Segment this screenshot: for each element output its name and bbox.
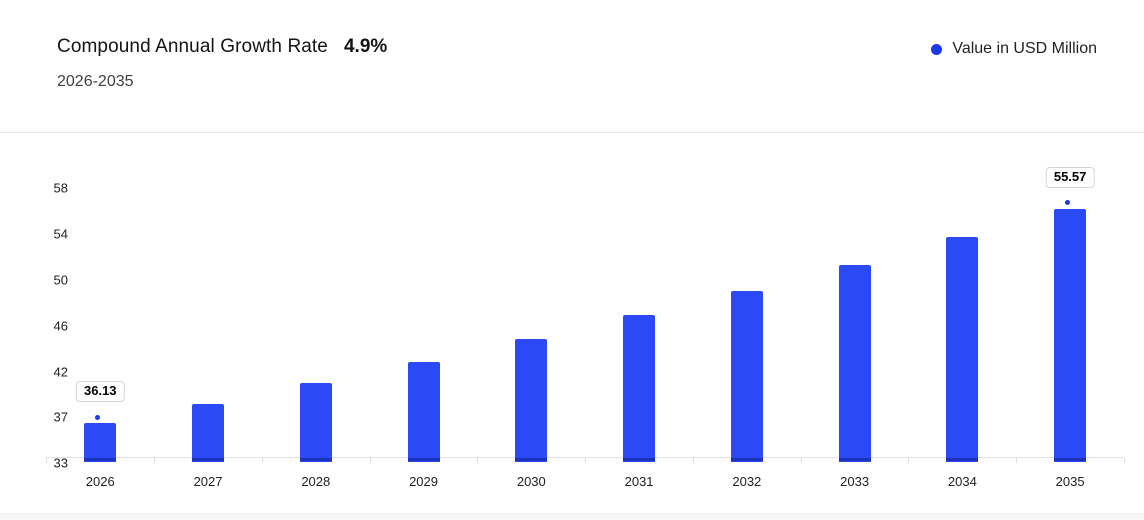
title-row: Compound Annual Growth Rate 4.9%	[57, 36, 1097, 58]
bar-2033[interactable]	[838, 264, 871, 462]
x-axis-label-2027: 2027	[193, 474, 223, 489]
point-marker-2035	[1061, 197, 1073, 209]
x-axis-tick	[1124, 457, 1125, 463]
x-axis-tick	[154, 457, 156, 463]
y-axis-tick-label: 50	[53, 272, 68, 288]
legend-dot-icon	[931, 43, 943, 55]
x-axis-tick	[1016, 457, 1018, 463]
x-axis-label-2029: 2029	[409, 474, 438, 489]
x-axis-label-2035: 2035	[1055, 474, 1085, 489]
y-axis-tick-label: 58	[53, 180, 68, 196]
bar-2031[interactable]	[623, 315, 656, 462]
chart-period: 2026-2035	[57, 73, 134, 90]
y-axis-tick-label: 37	[53, 409, 68, 425]
x-axis-tick	[585, 457, 587, 463]
x-axis-label-2026: 2026	[85, 474, 115, 489]
x-axis-tick	[477, 457, 479, 463]
chart-header: Compound Annual Growth Rate 4.9% 2026-20…	[0, 0, 1144, 133]
x-axis-line	[46, 456, 1125, 458]
y-axis-tick-label: 46	[53, 318, 68, 334]
x-axis-label-2030: 2030	[516, 474, 546, 489]
bar-2032[interactable]	[730, 290, 763, 462]
y-axis-tick-label: 54	[53, 226, 68, 242]
x-axis-tick	[369, 457, 371, 463]
bar-2034[interactable]	[946, 237, 979, 462]
x-axis-tick	[908, 457, 910, 463]
page-background-strip	[0, 513, 1144, 520]
bar-2026[interactable]	[84, 423, 117, 462]
bar-2035[interactable]	[1054, 208, 1087, 462]
cagr-value: 4.9%	[343, 36, 388, 57]
x-axis-label-2028: 2028	[301, 474, 331, 489]
x-axis-label-2034: 2034	[947, 474, 977, 489]
legend-label: Value in USD Million	[952, 40, 1097, 57]
x-axis-tick	[692, 457, 694, 463]
point-marker-2026	[91, 411, 103, 423]
data-label-2035: 55.57	[1045, 166, 1095, 188]
bar-2028[interactable]	[299, 383, 332, 462]
legend-item[interactable]: Value in USD Million	[931, 40, 1097, 58]
x-axis-label-2032: 2032	[732, 474, 762, 489]
x-axis-tick	[261, 457, 263, 463]
x-axis-tick	[800, 457, 802, 463]
x-axis-label-2033: 2033	[840, 474, 870, 489]
x-axis-label-2031: 2031	[624, 474, 654, 489]
x-axis-tick	[46, 457, 48, 463]
y-axis-tick-label: 42	[53, 364, 68, 380]
data-label-2026: 36.13	[75, 381, 125, 403]
bar-2030[interactable]	[515, 339, 548, 462]
chart-title: Compound Annual Growth Rate	[57, 36, 328, 57]
y-axis-tick-label: 33	[53, 455, 68, 471]
bar-2029[interactable]	[407, 361, 440, 462]
bar-2027[interactable]	[192, 403, 225, 462]
